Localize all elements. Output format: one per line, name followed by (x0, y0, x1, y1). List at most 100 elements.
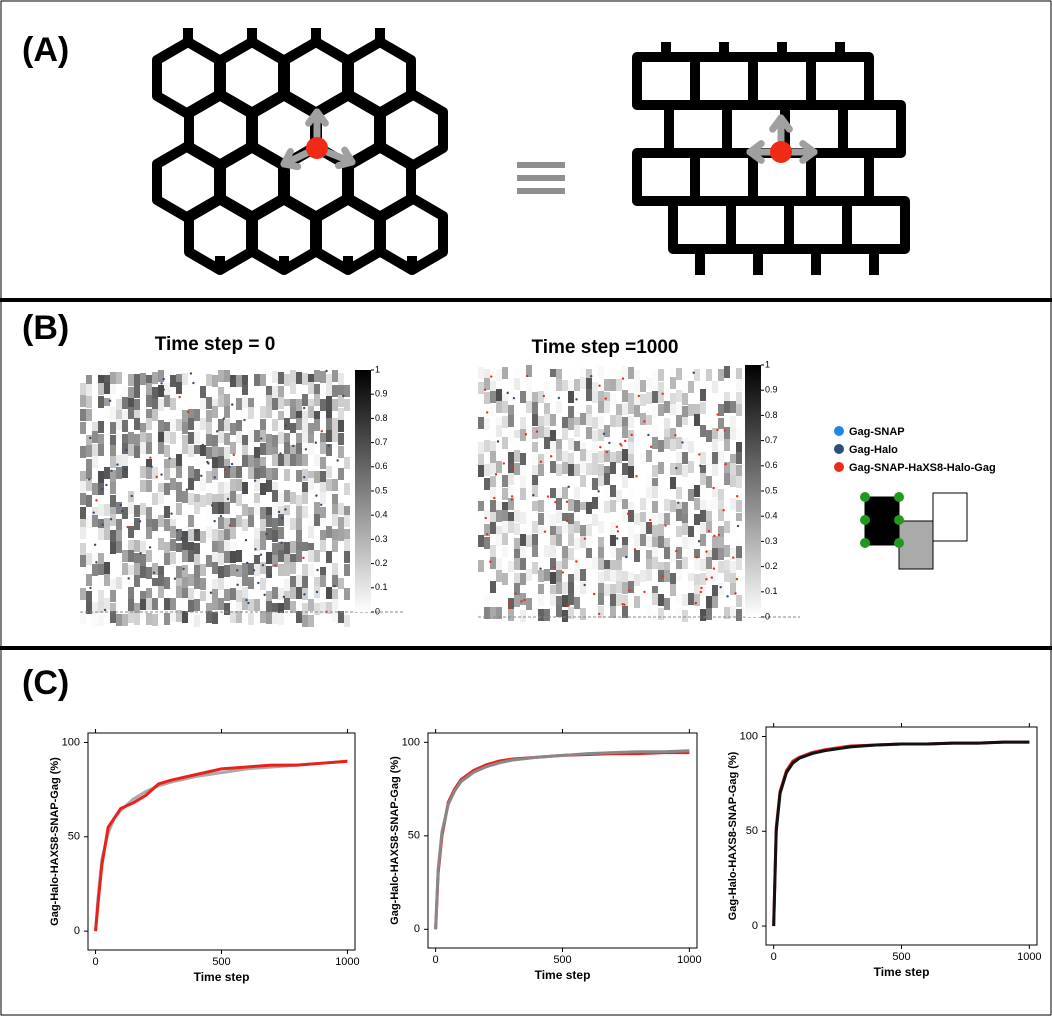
particle (484, 389, 486, 391)
heatmap-cell (604, 473, 610, 485)
heatmap-cell (98, 553, 104, 565)
heatmap-cell (604, 425, 610, 437)
heatmap-cell (736, 476, 742, 488)
heatmap-cell (622, 390, 628, 402)
heatmap-cell (712, 452, 718, 464)
heatmap-cell (236, 466, 242, 478)
heatmap-cell (532, 427, 538, 439)
x-tick-label: 500 (212, 956, 230, 968)
heatmap-cell (182, 442, 188, 454)
heatmap-cell (718, 369, 724, 381)
particle (233, 454, 235, 456)
heatmap-cell (176, 419, 182, 431)
heatmap-cell (592, 417, 598, 429)
heatmap-cell (682, 381, 688, 393)
heatmap-cell (182, 422, 188, 434)
heatmap-cell (188, 529, 194, 541)
particle (608, 442, 610, 444)
heatmap-cell (604, 501, 610, 513)
heatmap-cell (80, 555, 86, 567)
particle (316, 569, 318, 571)
heatmap-cell (724, 366, 730, 378)
heatmap-cell (610, 500, 616, 512)
heatmap-cell (344, 399, 350, 411)
heatmap-cell (242, 455, 248, 467)
heatmap-cell (320, 492, 326, 504)
heatmap-cell (604, 379, 610, 391)
heatmap-cell (314, 502, 320, 514)
particle (302, 557, 304, 559)
heatmap-cell (110, 579, 116, 591)
particle (95, 561, 97, 563)
heatmap-cell (550, 461, 556, 473)
heatmap-cell (266, 515, 272, 527)
heatmap-cell (520, 547, 526, 559)
heatmap-cell (338, 529, 344, 541)
heatmap-cell (556, 379, 562, 391)
heatmap-cell (272, 386, 278, 398)
particle (713, 567, 715, 569)
particle (292, 445, 294, 447)
heatmap-cell (326, 418, 332, 430)
heatmap-cell (170, 598, 176, 610)
heatmap-cell (520, 558, 526, 570)
heatmap-cell (188, 445, 194, 457)
heatmap-cell (664, 598, 670, 610)
heatmap-cell (338, 420, 344, 432)
heatmap-cell (308, 423, 314, 435)
heatmap-cell (568, 406, 574, 418)
heatmap-cell (658, 513, 664, 525)
heatmap-cell (586, 427, 592, 439)
heatmap-cell (320, 457, 326, 469)
heatmap-cell (158, 492, 164, 504)
heatmap-cell (224, 433, 230, 445)
colorbar-tick-label: 0.4 (765, 511, 778, 521)
heatmap-cell (194, 502, 200, 514)
heatmap-cell (736, 428, 742, 440)
heatmap-cell (188, 574, 194, 586)
particle (162, 378, 164, 380)
particle (630, 434, 632, 436)
heatmap-cell (508, 561, 514, 573)
heatmap-cell (104, 467, 110, 479)
heatmap-cell (694, 514, 700, 526)
heatmap-cell (206, 505, 212, 517)
heatmap-cell (574, 538, 580, 550)
heatmap-cell (86, 574, 92, 586)
heatmap-cell (278, 588, 284, 600)
heatmap-cell (146, 527, 152, 539)
heatmap-cell (206, 555, 212, 567)
heatmap-cell (556, 401, 562, 413)
heatmap-cell (598, 416, 604, 428)
heatmap-cell (700, 523, 706, 535)
particle (616, 526, 618, 528)
heatmap-cell (628, 367, 634, 379)
heatmap-cell (206, 410, 212, 422)
heatmap-cell (206, 447, 212, 459)
heatmap-cell (688, 581, 694, 593)
heatmap-cell (496, 510, 502, 522)
heatmap-cell (182, 611, 188, 623)
heatmap-cell (634, 550, 640, 562)
binding-site (860, 538, 870, 548)
particle (489, 561, 491, 563)
heatmap-cell (520, 512, 526, 524)
heatmap-cell (574, 500, 580, 512)
particle (150, 465, 152, 467)
heatmap-cell (526, 499, 532, 511)
heatmap-cell (640, 534, 646, 546)
heatmap-cell (254, 528, 260, 540)
heatmap-cell (164, 383, 170, 395)
heatmap-cell (580, 525, 586, 537)
heatmap-cell (670, 463, 676, 475)
colorbar-tick-label: 0.4 (375, 510, 388, 520)
heatmap-cell (134, 386, 140, 398)
heatmap-cell (146, 395, 152, 407)
heatmap-cell (98, 444, 104, 456)
heatmap-cell (658, 478, 664, 490)
heatmap-cell (98, 396, 104, 408)
heatmap-cell (580, 510, 586, 522)
heatmap-cell (266, 552, 272, 564)
particle (279, 452, 281, 454)
heatmap-cell (128, 387, 134, 399)
